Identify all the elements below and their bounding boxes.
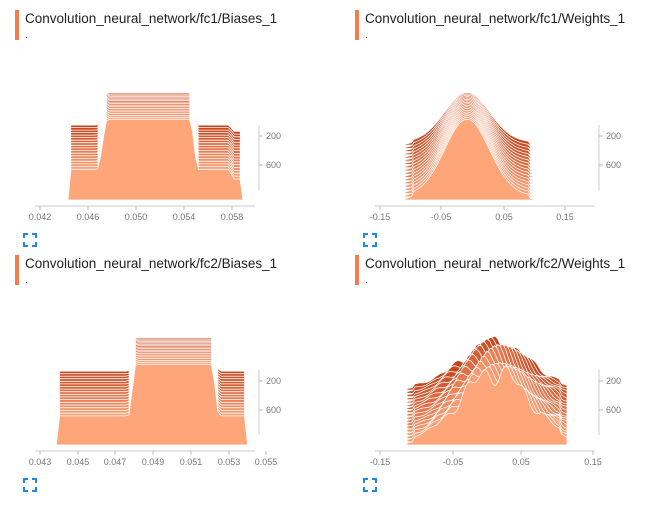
fullscreen-icon[interactable]: [363, 233, 377, 247]
card-subtitle: .: [25, 30, 28, 41]
y-tick-label: 200: [606, 131, 621, 141]
x-tick-label: -0.05: [443, 457, 464, 467]
card-accent-bar: [355, 255, 359, 285]
x-tick-label: 0.042: [29, 212, 52, 222]
x-tick-label: 0.051: [180, 457, 203, 467]
card-accent-bar: [355, 10, 359, 40]
ridge-group: [404, 92, 538, 201]
histogram-ridge: [406, 365, 568, 446]
histogram-chart: -0.15 -0.05 0.05 0.15 200 600: [370, 335, 621, 467]
card-accent-bar: [15, 255, 19, 285]
x-tick-label: 0.15: [556, 212, 574, 222]
x-tick-label: 0.058: [221, 212, 244, 222]
card-title: Convolution_neural_network/fc1/Biases_1: [25, 11, 278, 26]
x-tick-label: 0.045: [67, 457, 90, 467]
y-tick-label: 600: [606, 405, 621, 415]
histogram-card-fc2-biases: Convolution_neural_network/fc2/Biases_1 …: [15, 255, 335, 500]
x-tick-label: 0.050: [125, 212, 148, 222]
histogram-card-fc1-biases: Convolution_neural_network/fc1/Biases_1 …: [15, 10, 335, 255]
ridge-group: [52, 337, 252, 446]
y-tick-label: 200: [606, 376, 621, 386]
histogram-card-fc2-weights: Convolution_neural_network/fc2/Weights_1…: [355, 255, 667, 500]
fullscreen-icon[interactable]: [363, 478, 377, 492]
card-title: Convolution_neural_network/fc2/Biases_1: [25, 256, 278, 271]
x-tick-label: 0.049: [142, 457, 165, 467]
y-tick-label: 600: [606, 160, 621, 170]
ridge-group: [406, 335, 568, 446]
y-tick-label: 600: [266, 160, 281, 170]
x-tick-label: 0.053: [218, 457, 241, 467]
x-tick-label: 0.046: [77, 212, 100, 222]
card-title: Convolution_neural_network/fc1/Weights_1: [365, 11, 626, 26]
x-tick-label: 0.05: [495, 212, 513, 222]
card-accent-bar: [15, 10, 19, 40]
x-tick-label: 0.15: [584, 457, 602, 467]
histogram-ridge: [404, 118, 538, 201]
fullscreen-icon[interactable]: [23, 478, 37, 492]
card-subtitle: .: [25, 275, 28, 286]
y-tick-label: 200: [266, 376, 281, 386]
y-tick-label: 200: [266, 131, 281, 141]
ridge-group: [64, 92, 244, 201]
x-tick-label: -0.15: [370, 212, 391, 222]
x-tick-label: 0.055: [255, 457, 278, 467]
x-tick-label: -0.05: [431, 212, 452, 222]
x-tick-label: 0.047: [104, 457, 127, 467]
fullscreen-icon[interactable]: [23, 233, 37, 247]
histogram-ridge: [65, 118, 244, 201]
card-title: Convolution_neural_network/fc2/Weights_1: [365, 256, 626, 271]
x-tick-label: 0.054: [173, 212, 196, 222]
x-tick-label: -0.15: [370, 457, 391, 467]
x-tick-label: 0.043: [29, 457, 52, 467]
histogram-chart: -0.15 -0.05 0.05 0.15 200 600: [370, 92, 621, 222]
card-subtitle: .: [365, 275, 368, 286]
card-subtitle: .: [365, 30, 368, 41]
x-tick-label: 0.05: [512, 457, 530, 467]
histogram-ridge: [53, 363, 251, 446]
histogram-chart: 0.042 0.046 0.050 0.054 0.058 200 600: [29, 92, 281, 222]
y-tick-label: 600: [266, 405, 281, 415]
histogram-chart: 0.043 0.045 0.047 0.049 0.051 0.053 0.055 200 60…: [29, 337, 281, 467]
histogram-card-fc1-weights: Convolution_neural_network/fc1/Weights_1…: [355, 10, 667, 255]
